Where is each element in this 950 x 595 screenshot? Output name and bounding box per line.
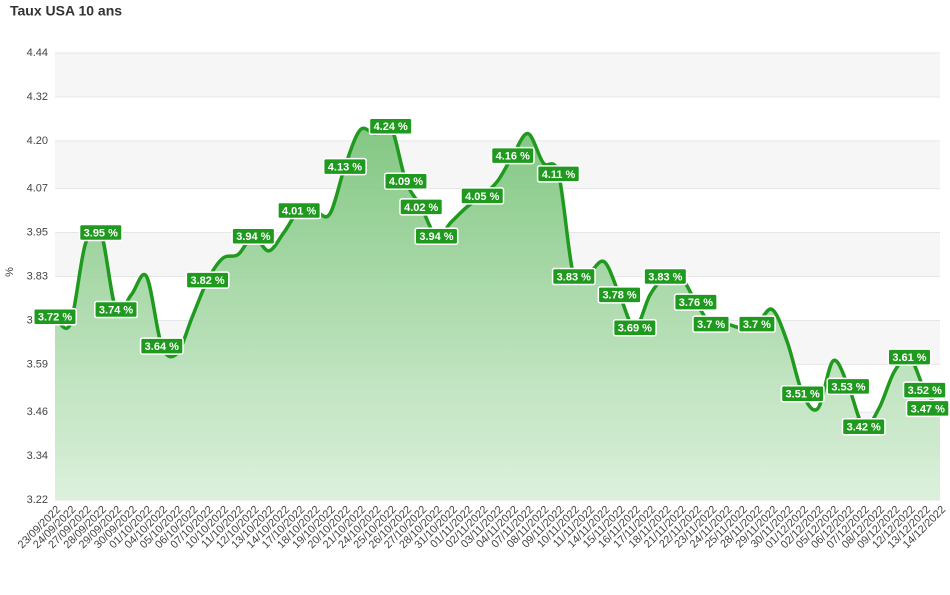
value-label-box — [551, 267, 596, 286]
value-label-text: 4.09 % — [389, 176, 423, 188]
value-label: 3.72 % — [33, 308, 77, 326]
y-tick-label: 4.07 — [27, 182, 48, 194]
value-label-text: 3.53 % — [831, 381, 865, 393]
value-label: 3.52 % — [902, 381, 947, 399]
value-label: 3.51 % — [780, 384, 825, 403]
value-label-box — [737, 315, 776, 333]
value-label: 3.78 % — [597, 286, 642, 304]
y-tick-label: 4.32 — [27, 91, 48, 103]
value-label-box — [231, 227, 276, 245]
y-tick-label: 3.83 — [27, 270, 48, 282]
value-label: 3.82 % — [185, 271, 230, 289]
value-label-box — [841, 417, 886, 436]
value-label-box — [460, 187, 505, 205]
value-label: 3.47 % — [905, 399, 950, 418]
value-label-text: 4.13 % — [328, 161, 362, 173]
value-label: 4.16 % — [490, 146, 535, 165]
value-label-box — [399, 198, 444, 216]
value-label-box — [78, 223, 123, 242]
value-label-text: 3.42 % — [847, 422, 881, 434]
value-label-text: 3.95 % — [84, 227, 118, 239]
value-label-text: 3.52 % — [908, 385, 942, 397]
value-label-box — [536, 165, 581, 183]
value-label-text: 3.7 % — [697, 319, 725, 331]
value-label: 3.95 % — [78, 223, 123, 242]
value-label-box — [692, 315, 731, 333]
value-label-text: 3.94 % — [236, 231, 270, 243]
value-label-text: 3.74 % — [99, 304, 133, 316]
value-label: 3.69 % — [612, 319, 657, 337]
y-tick-label: 3.59 — [27, 358, 48, 370]
y-tick-label: 4.20 — [27, 135, 48, 147]
value-label-text: 3.83 % — [557, 271, 591, 283]
value-label-text: 4.01 % — [282, 205, 316, 217]
value-label: 3.7 % — [692, 315, 731, 333]
y-tick-label: 3.46 — [27, 406, 48, 418]
value-label: 4.11 % — [536, 165, 581, 183]
value-label-box — [414, 227, 459, 245]
value-label-box — [643, 267, 688, 286]
value-label: 3.83 % — [643, 267, 688, 286]
chart-title: Taux USA 10 ans — [10, 3, 122, 19]
value-label-box — [383, 172, 428, 190]
y-axis-title: % — [4, 267, 16, 277]
value-label: 4.01 % — [277, 201, 322, 220]
value-label-box — [826, 377, 871, 396]
value-label: 3.74 % — [94, 300, 139, 319]
value-label-text: 3.64 % — [145, 341, 179, 353]
value-label-box — [277, 201, 322, 220]
value-label: 3.53 % — [826, 377, 871, 396]
value-label-text: 3.61 % — [892, 352, 926, 364]
value-label: 3.42 % — [841, 417, 886, 436]
value-label: 4.05 % — [460, 187, 505, 205]
value-label: 3.61 % — [887, 348, 932, 366]
value-label-text: 4.11 % — [542, 169, 576, 181]
value-label-text: 4.05 % — [465, 191, 499, 203]
value-label: 3.76 % — [673, 293, 718, 311]
value-label-box — [780, 384, 825, 403]
value-label-text: 3.47 % — [911, 403, 945, 415]
value-label: 4.09 % — [383, 172, 428, 190]
value-label-text: 3.82 % — [190, 275, 224, 287]
value-label: 3.64 % — [139, 337, 184, 355]
value-label-box — [185, 271, 230, 289]
value-label-box — [322, 157, 367, 176]
value-label-box — [368, 117, 413, 136]
value-label-text: 3.51 % — [786, 389, 820, 401]
value-label-text: 3.72 % — [38, 312, 72, 324]
y-tick-label: 3.95 — [27, 226, 48, 238]
value-label-text: 3.78 % — [602, 290, 636, 302]
value-label-text: 4.24 % — [374, 121, 408, 133]
value-label: 4.02 % — [399, 198, 444, 216]
value-label-box — [673, 293, 718, 311]
value-label-box — [887, 348, 932, 366]
line — [53, 122, 942, 430]
value-label-text: 3.83 % — [648, 271, 682, 283]
area — [55, 123, 940, 500]
y-tick-label: 3.34 — [27, 450, 48, 462]
value-label: 3.83 % — [551, 267, 596, 286]
value-label-text: 3.69 % — [618, 323, 652, 335]
value-label-box — [139, 337, 184, 355]
value-label-box — [905, 399, 950, 418]
value-label-box — [94, 300, 139, 319]
value-label: 4.24 % — [368, 117, 413, 136]
value-label-text: 4.16 % — [496, 150, 530, 162]
value-label: 3.7 % — [737, 315, 776, 333]
value-label-box — [33, 308, 77, 326]
value-label: 3.94 % — [414, 227, 459, 245]
y-tick-label: 3.22 — [27, 494, 48, 506]
value-label-box — [902, 381, 947, 399]
y-tick-label: 4.44 — [27, 47, 48, 59]
value-label-text: 3.94 % — [419, 231, 453, 243]
value-label-box — [490, 146, 535, 165]
value-label-box — [597, 286, 642, 304]
value-label-text: 3.7 % — [743, 319, 771, 331]
value-label: 4.13 % — [322, 157, 367, 176]
value-label-box — [612, 319, 657, 337]
value-label-text: 3.76 % — [679, 297, 713, 309]
value-label-text: 4.02 % — [404, 202, 438, 214]
value-label: 3.94 % — [231, 227, 276, 245]
